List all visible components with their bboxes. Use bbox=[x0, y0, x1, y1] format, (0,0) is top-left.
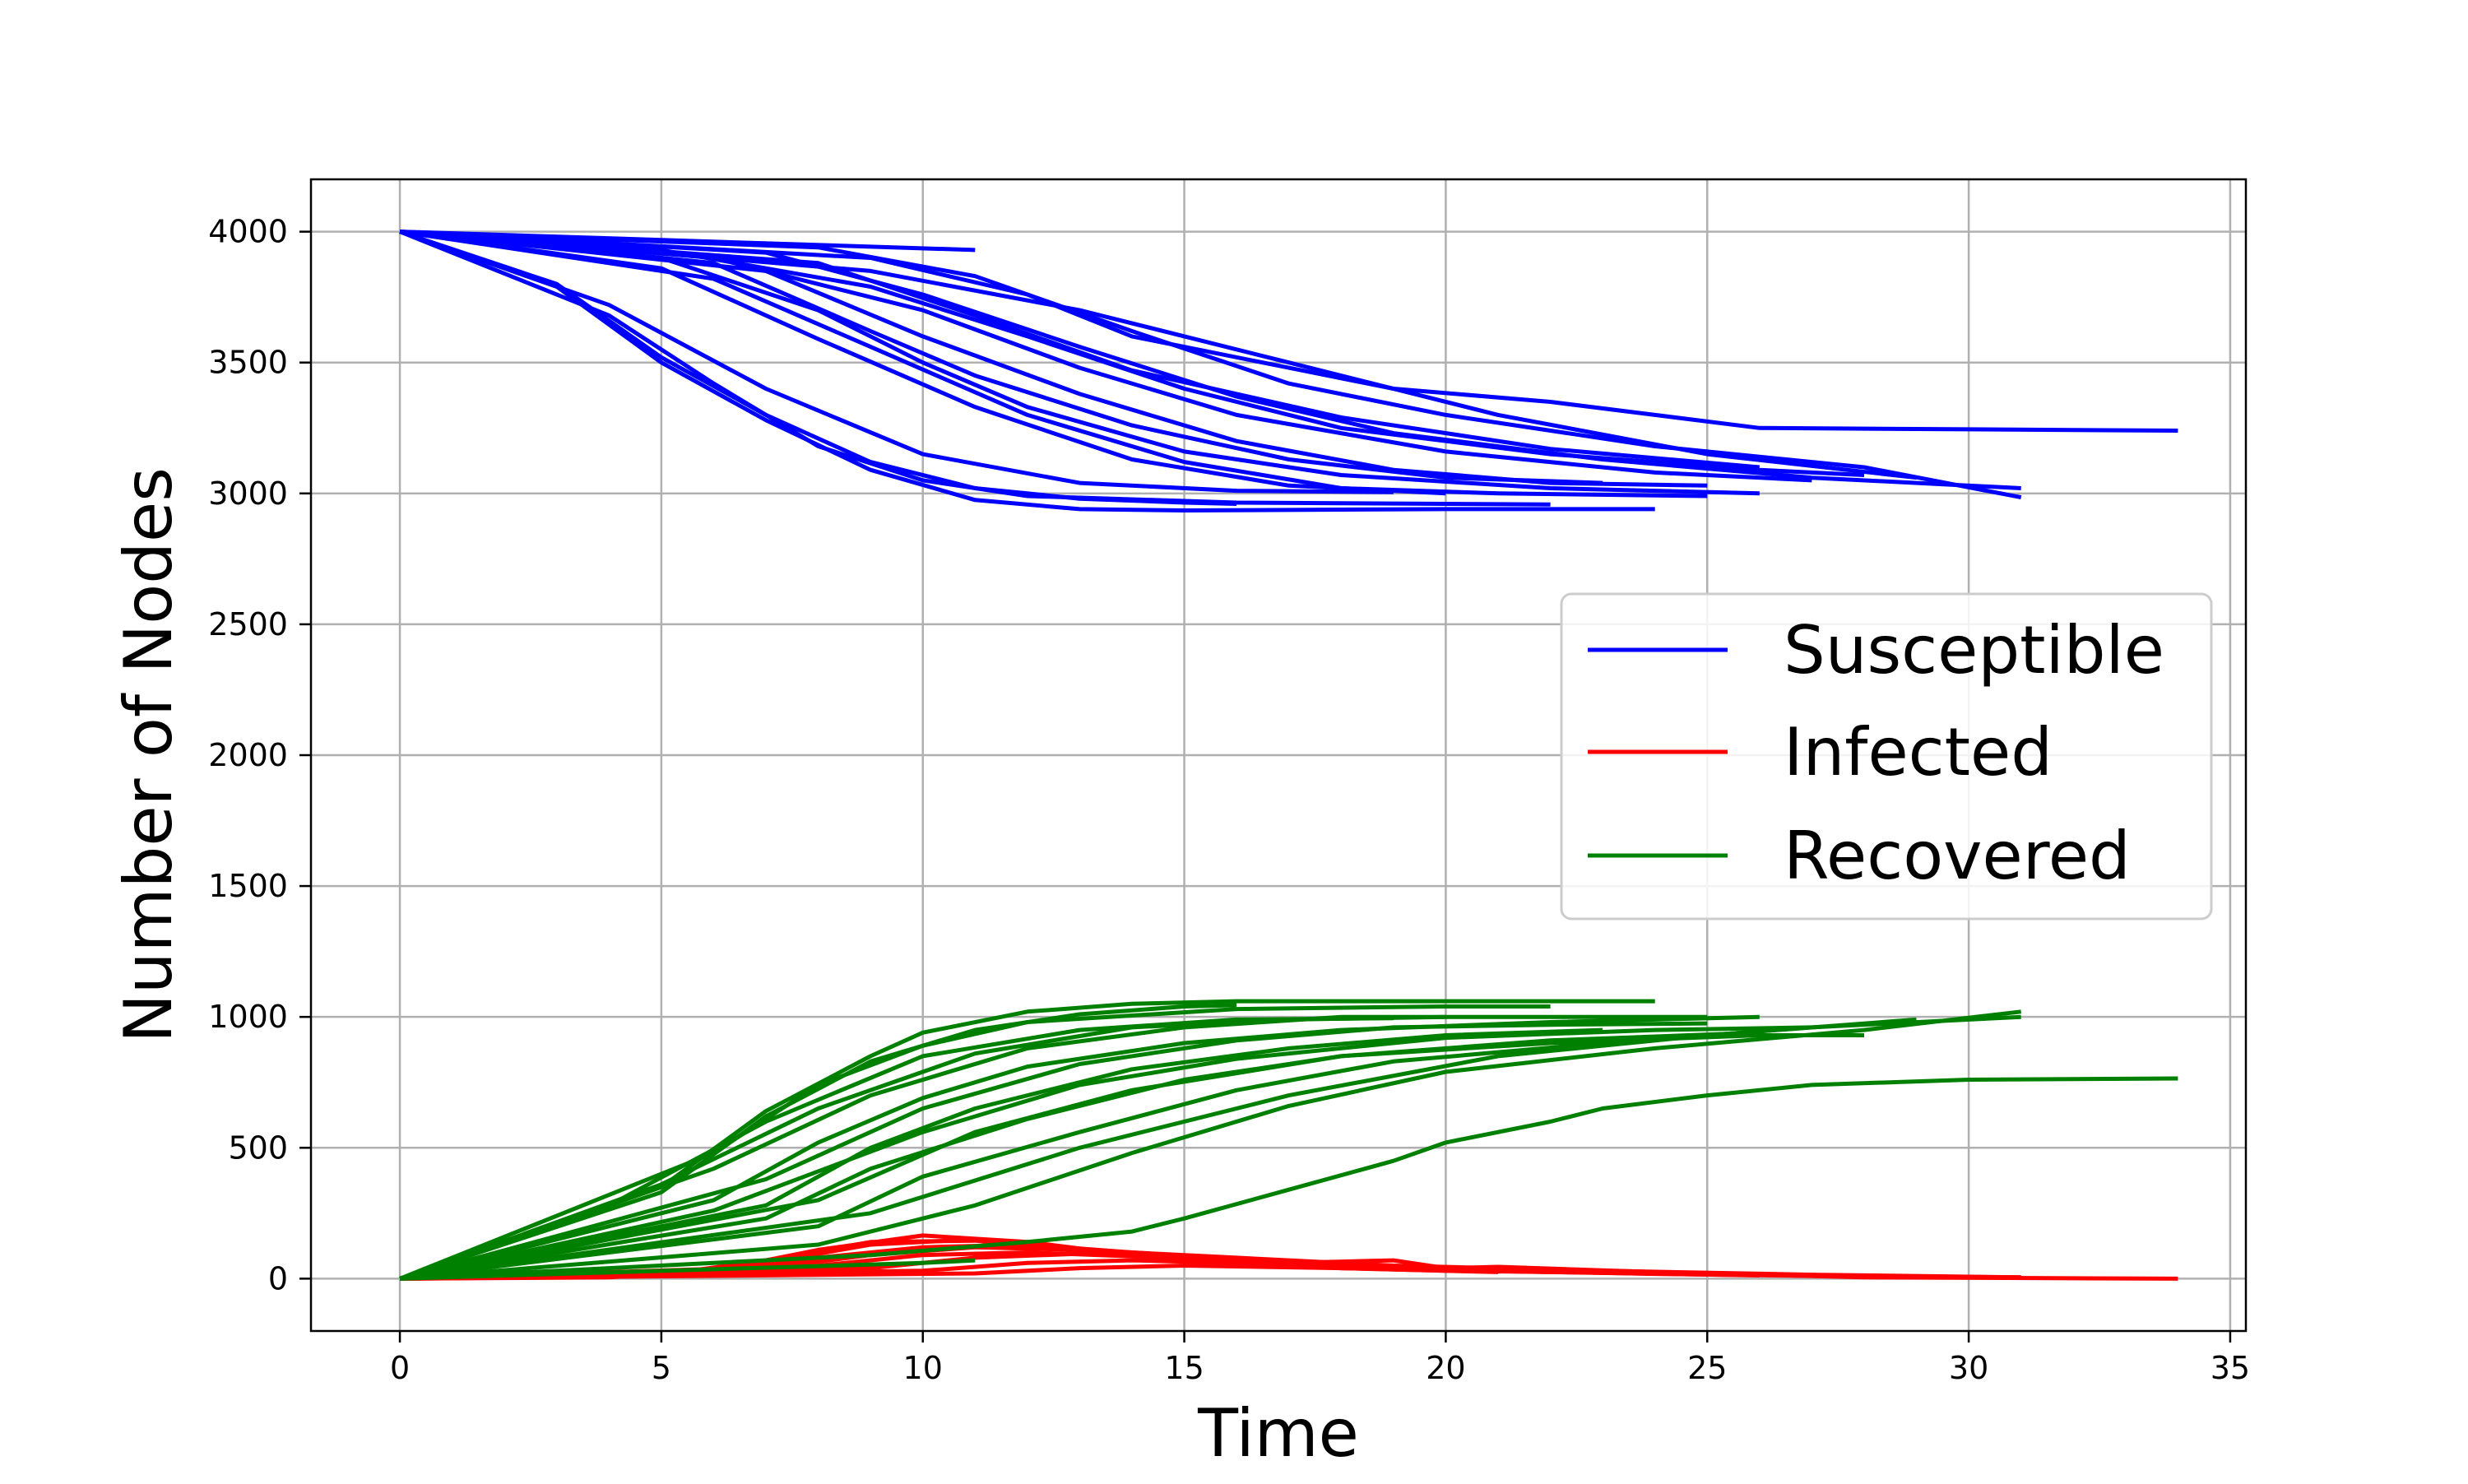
legend: Susceptible Infected Recovered bbox=[1560, 592, 2213, 921]
y-tick-label: 3000 bbox=[208, 475, 288, 512]
x-tick-label: 0 bbox=[390, 1350, 410, 1386]
recovered-line bbox=[399, 1016, 1394, 1281]
y-tick-label: 1500 bbox=[208, 868, 288, 904]
susceptible-line bbox=[399, 230, 1446, 496]
x-tick-label: 20 bbox=[1426, 1350, 1465, 1386]
x-tick-label: 5 bbox=[652, 1350, 671, 1386]
susceptible-line bbox=[399, 230, 1812, 483]
susceptible-line bbox=[399, 230, 1551, 507]
x-tick-label: 25 bbox=[1687, 1350, 1727, 1386]
y-tick-label: 2500 bbox=[208, 606, 288, 642]
recovered-line bbox=[399, 1021, 1708, 1281]
infected-line bbox=[400, 1264, 1760, 1281]
x-tick-label: 10 bbox=[903, 1350, 943, 1386]
recovered-line bbox=[399, 1076, 2178, 1281]
susceptible-line bbox=[399, 230, 1708, 499]
axis-ticks: 0 5 10 15 20 25 30 35 0 500 1000 1500 2000 2500 3000 35… bbox=[208, 214, 2250, 1386]
susceptible-line bbox=[399, 230, 1708, 488]
x-tick-label: 30 bbox=[1949, 1350, 1988, 1386]
susceptible-line bbox=[399, 230, 2178, 433]
y-tick-label: 3500 bbox=[208, 345, 288, 381]
susceptible-line bbox=[399, 230, 1917, 480]
susceptible-line bbox=[399, 230, 1603, 485]
legend-box bbox=[1560, 592, 2213, 921]
susceptible-line bbox=[399, 230, 1655, 512]
x-tick-label: 15 bbox=[1164, 1350, 1204, 1386]
legend-label-recovered: Recovered bbox=[1784, 818, 2131, 894]
recovered-line bbox=[399, 1025, 1812, 1281]
plot-series bbox=[399, 230, 2178, 1281]
recovered-line bbox=[399, 1027, 1603, 1281]
susceptible-line bbox=[399, 230, 1760, 496]
series-susceptible bbox=[399, 230, 2178, 512]
legend-label-susceptible: Susceptible bbox=[1784, 612, 2164, 689]
y-tick-label: 2000 bbox=[208, 737, 288, 773]
recovered-line bbox=[400, 1258, 976, 1281]
y-tick-label: 4000 bbox=[208, 214, 288, 250]
y-tick-label: 0 bbox=[268, 1260, 288, 1296]
recovered-line bbox=[399, 1033, 1864, 1281]
x-axis-label: Time bbox=[1197, 1395, 1359, 1472]
susceptible-line bbox=[399, 230, 1237, 506]
susceptible-line bbox=[399, 230, 1394, 494]
legend-label-infected: Infected bbox=[1784, 714, 2053, 791]
recovered-line bbox=[399, 1009, 2021, 1281]
susceptible-line bbox=[399, 230, 1761, 470]
y-tick-label: 500 bbox=[228, 1129, 288, 1166]
y-axis-label: Number of Nodes bbox=[110, 467, 187, 1043]
series-recovered bbox=[399, 999, 2178, 1281]
recovered-line bbox=[399, 1017, 1917, 1281]
susceptible-line bbox=[400, 230, 976, 253]
x-tick-label: 35 bbox=[2211, 1350, 2250, 1386]
y-tick-label: 1000 bbox=[208, 999, 288, 1035]
recovered-line bbox=[399, 1030, 1760, 1281]
recovered-line bbox=[399, 1014, 1708, 1281]
